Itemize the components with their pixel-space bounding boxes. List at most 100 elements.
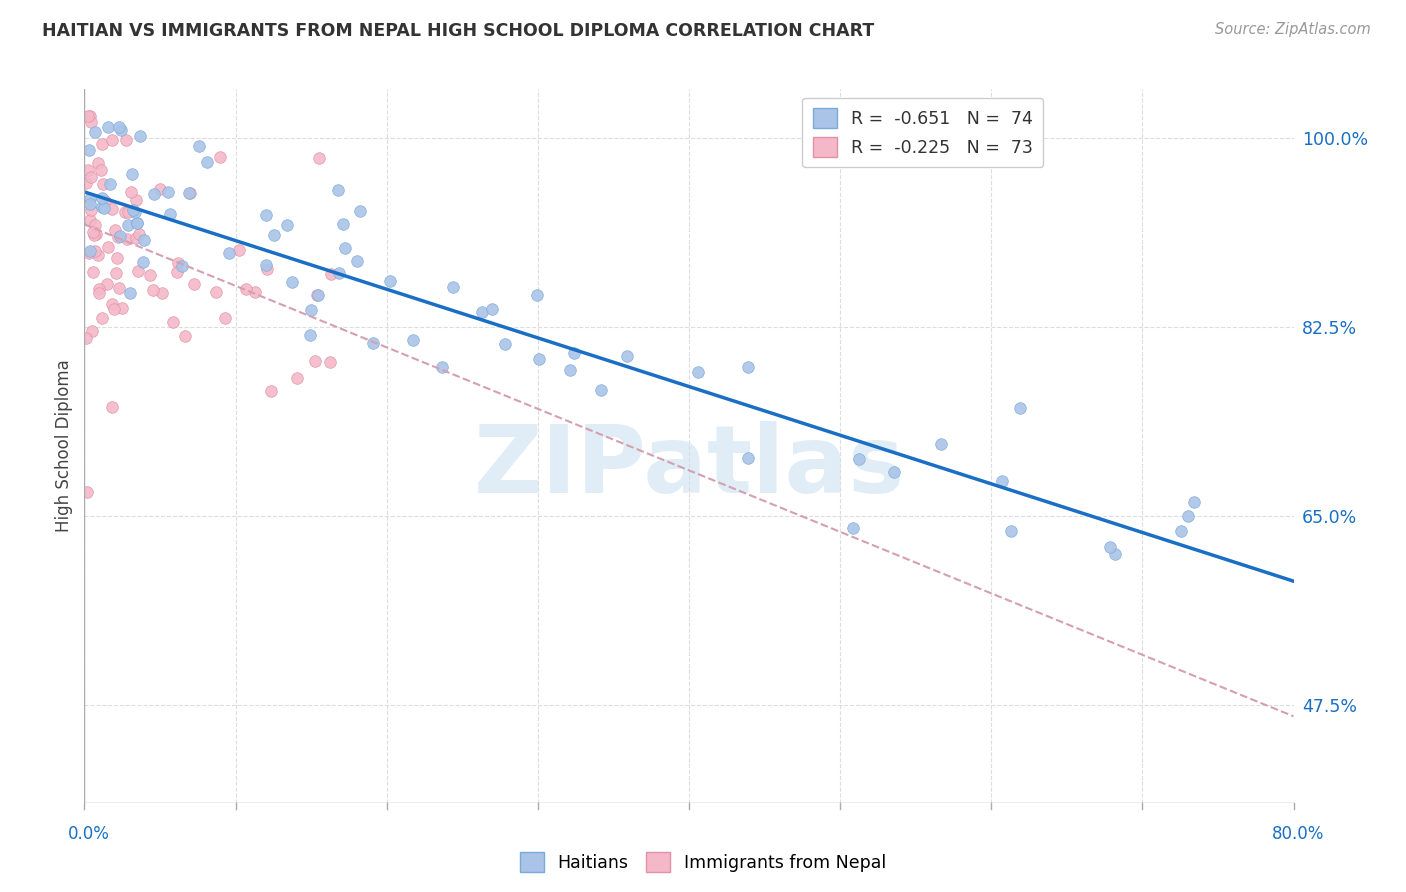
Point — [1182, 495, 1205, 509]
Point — [105, 266, 128, 280]
Point — [134, 233, 156, 247]
Point — [132, 255, 155, 269]
Point — [118, 286, 141, 301]
Point — [263, 227, 285, 242]
Point — [166, 265, 188, 279]
Point — [228, 243, 250, 257]
Point — [107, 229, 129, 244]
Point — [96, 277, 118, 291]
Point — [308, 151, 330, 165]
Point — [79, 213, 101, 227]
Point — [305, 288, 328, 302]
Point — [125, 216, 148, 230]
Point — [883, 465, 905, 479]
Legend: Haitians, Immigrants from Nepal: Haitians, Immigrants from Nepal — [513, 845, 893, 879]
Point — [122, 203, 145, 218]
Point — [79, 169, 101, 184]
Point — [101, 297, 124, 311]
Point — [737, 360, 759, 375]
Point — [328, 266, 350, 280]
Point — [142, 283, 165, 297]
Point — [75, 331, 97, 345]
Point — [103, 302, 125, 317]
Point — [430, 360, 453, 375]
Point — [121, 167, 143, 181]
Point — [562, 346, 585, 360]
Point — [117, 218, 139, 232]
Point — [256, 262, 278, 277]
Point — [139, 268, 162, 282]
Point — [929, 437, 952, 451]
Point — [129, 128, 152, 143]
Point — [79, 192, 101, 206]
Point — [100, 133, 122, 147]
Point — [1170, 524, 1192, 538]
Point — [1099, 541, 1122, 555]
Point — [150, 286, 173, 301]
Point — [333, 241, 356, 255]
Point — [91, 310, 114, 325]
Point — [115, 232, 138, 246]
Point — [1177, 509, 1199, 524]
Point — [848, 451, 870, 466]
Point — [127, 263, 149, 277]
Point — [285, 370, 308, 384]
Point — [76, 485, 98, 500]
Point — [402, 333, 425, 347]
Point — [100, 401, 122, 415]
Point — [84, 125, 107, 139]
Point — [299, 302, 322, 317]
Point — [589, 383, 612, 397]
Point — [527, 352, 550, 367]
Point — [142, 187, 165, 202]
Point — [218, 245, 240, 260]
Point — [494, 337, 516, 351]
Point — [82, 325, 104, 339]
Point — [526, 288, 548, 302]
Point — [114, 133, 136, 147]
Point — [75, 176, 97, 190]
Point — [76, 109, 98, 123]
Point — [80, 115, 103, 129]
Point — [125, 231, 148, 245]
Point — [737, 450, 759, 465]
Point — [299, 327, 322, 342]
Text: 0.0%: 0.0% — [67, 825, 110, 843]
Point — [197, 154, 219, 169]
Text: 80.0%: 80.0% — [1271, 825, 1324, 843]
Point — [254, 208, 277, 222]
Point — [349, 204, 371, 219]
Point — [1010, 401, 1032, 416]
Text: ZIPatlas: ZIPatlas — [474, 421, 904, 514]
Point — [159, 207, 181, 221]
Point — [76, 163, 98, 178]
Point — [77, 246, 100, 260]
Point — [120, 185, 142, 199]
Point — [319, 355, 342, 369]
Point — [80, 203, 103, 218]
Point — [87, 281, 110, 295]
Point — [91, 177, 114, 191]
Point — [260, 384, 283, 398]
Point — [162, 315, 184, 329]
Point — [87, 286, 110, 301]
Point — [84, 227, 107, 241]
Point — [82, 265, 104, 279]
Point — [179, 186, 201, 200]
Point — [254, 258, 277, 272]
Point — [100, 202, 122, 216]
Text: HAITIAN VS IMMIGRANTS FROM NEPAL HIGH SCHOOL DIPLOMA CORRELATION CHART: HAITIAN VS IMMIGRANTS FROM NEPAL HIGH SC… — [42, 22, 875, 40]
Point — [111, 301, 134, 315]
Point — [991, 474, 1014, 488]
Point — [128, 227, 150, 242]
Point — [82, 225, 104, 239]
Point — [108, 281, 131, 295]
Point — [321, 267, 343, 281]
Point — [79, 197, 101, 211]
Point — [114, 205, 136, 219]
Point — [97, 120, 120, 134]
Point — [214, 311, 236, 326]
Point — [117, 205, 139, 219]
Point — [156, 185, 179, 199]
Point — [125, 193, 148, 207]
